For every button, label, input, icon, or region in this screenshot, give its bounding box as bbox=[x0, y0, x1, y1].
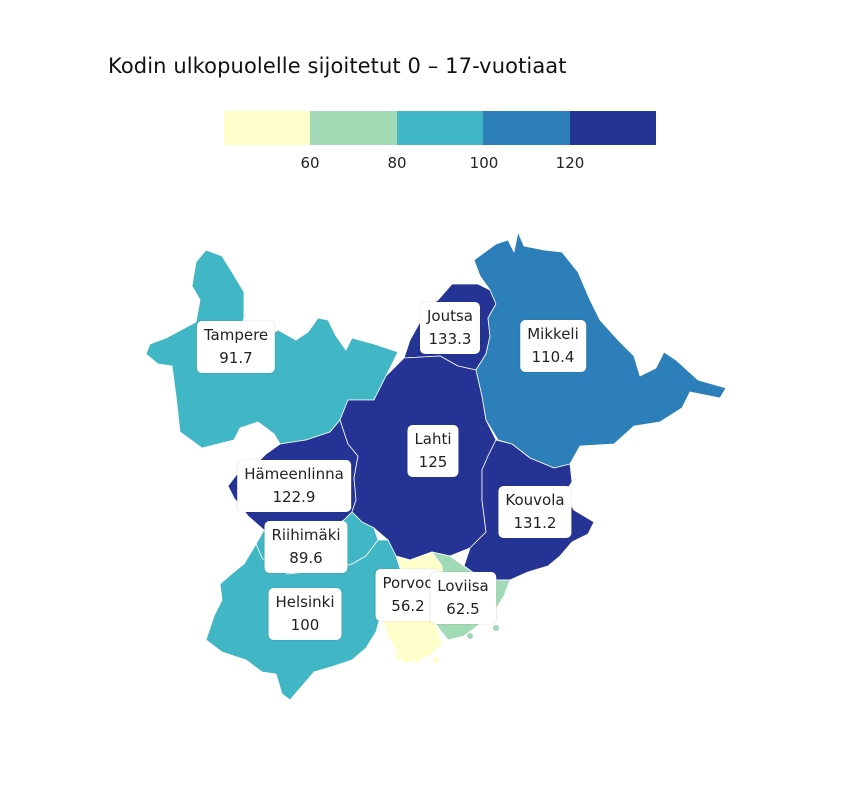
island bbox=[433, 657, 439, 663]
region-value: 122.9 bbox=[272, 488, 316, 506]
region-name: Riihimäki bbox=[271, 526, 341, 544]
region-name: Porvoo bbox=[382, 574, 434, 592]
legend-tick: 100 bbox=[469, 154, 499, 172]
region-label-kouvola: Kouvola 131.2 bbox=[498, 486, 572, 538]
region-mikkeli[interactable] bbox=[473, 231, 727, 469]
island bbox=[415, 657, 421, 663]
region-label-hameenlinna: Hämeenlinna 122.9 bbox=[237, 460, 351, 512]
region-name: Lahti bbox=[414, 430, 452, 448]
region-name: Mikkeli bbox=[527, 325, 579, 343]
island bbox=[396, 652, 404, 660]
region-value: 110.4 bbox=[531, 348, 575, 366]
map-title: Kodin ulkopuolelle sijoitetut 0 – 17-vuo… bbox=[108, 54, 567, 78]
region-name: Hämeenlinna bbox=[244, 465, 344, 483]
region-name: Loviisa bbox=[437, 577, 489, 595]
region-name: Joutsa bbox=[427, 307, 473, 325]
legend-tick: 60 bbox=[300, 154, 320, 172]
region-name: Helsinki bbox=[275, 593, 335, 611]
color-legend bbox=[224, 111, 657, 145]
legend-tick: 80 bbox=[387, 154, 407, 172]
region-value: 131.2 bbox=[513, 514, 557, 532]
island bbox=[493, 625, 499, 631]
region-label-riihimaki: Riihimäki 89.6 bbox=[264, 521, 348, 573]
region-value: 89.6 bbox=[289, 549, 323, 567]
region-value: 133.3 bbox=[428, 330, 472, 348]
region-value: 62.5 bbox=[446, 600, 480, 618]
region-name: Tampere bbox=[203, 326, 269, 344]
legend-swatch bbox=[224, 111, 311, 145]
region-value: 100 bbox=[290, 616, 320, 634]
region-value: 125 bbox=[418, 453, 448, 471]
region-label-loviisa: Loviisa 62.5 bbox=[430, 572, 496, 624]
region-label-joutsa: Joutsa 133.3 bbox=[420, 302, 480, 354]
legend-swatch bbox=[569, 111, 657, 145]
region-label-porvoo: Porvoo 56.2 bbox=[375, 569, 441, 621]
region-value: 56.2 bbox=[391, 597, 425, 615]
legend-tick: 120 bbox=[555, 154, 585, 172]
legend-swatch bbox=[310, 111, 397, 145]
island bbox=[467, 633, 473, 639]
region-value: 91.7 bbox=[219, 349, 253, 367]
legend-swatch bbox=[396, 111, 484, 145]
region-label-lahti: Lahti 125 bbox=[407, 425, 459, 477]
region-label-mikkeli: Mikkeli 110.4 bbox=[520, 320, 586, 372]
region-label-helsinki: Helsinki 100 bbox=[268, 588, 342, 640]
legend-swatch bbox=[483, 111, 570, 145]
region-name: Kouvola bbox=[505, 491, 565, 509]
region-label-tampere: Tampere 91.7 bbox=[196, 321, 276, 373]
